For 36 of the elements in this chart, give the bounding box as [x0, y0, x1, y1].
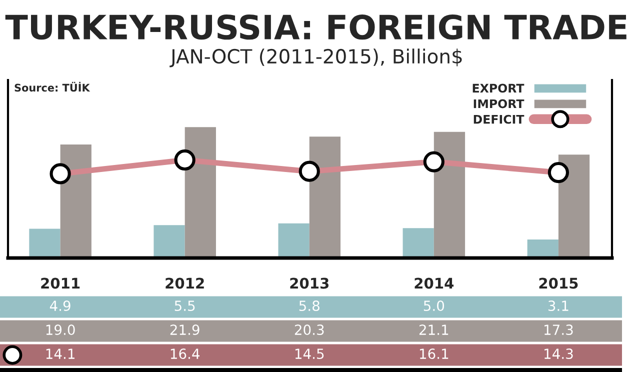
- data-label: 20.3: [294, 324, 324, 336]
- data-label: 14.1: [46, 348, 74, 359]
- data-label: 16.4: [170, 348, 200, 360]
- data-label: 14.3: [544, 348, 573, 360]
- data-label: 21.9: [170, 324, 200, 336]
- legend-label: EXPORT: [472, 84, 524, 93]
- bar: [154, 225, 185, 258]
- data-label: 5.0: [424, 300, 444, 312]
- bar: [184, 127, 216, 258]
- x-tick-label: 2013: [290, 278, 329, 289]
- source-note: Source: TÜİK: [14, 82, 90, 92]
- bar: [558, 154, 590, 258]
- data-label: 17.3: [544, 324, 573, 336]
- bar: [402, 228, 434, 258]
- x-tick-label: 2011: [41, 278, 80, 289]
- data-label: 14.5: [295, 348, 324, 360]
- data-label: 4.9: [50, 300, 70, 312]
- data-label: 21.1: [419, 324, 448, 335]
- chart-subtitle: JAN-OCT (2011-2015), Billion$: [170, 48, 462, 68]
- x-tick-label: 2015: [539, 278, 578, 289]
- bar: [60, 144, 92, 258]
- x-tick-label: 2014: [414, 278, 454, 289]
- data-label: 5.8: [299, 300, 320, 312]
- x-tick-label: 2012: [166, 278, 204, 289]
- data-label: 19.0: [46, 324, 75, 336]
- data-label: 3.1: [548, 300, 568, 312]
- chart-title: TURKEY-RUSSIA: FOREIGN TRADE: [5, 14, 626, 40]
- bar: [309, 136, 341, 258]
- bar: [278, 223, 310, 258]
- legend-label: DEFICIT: [474, 114, 524, 124]
- legend-label: IMPORT: [474, 99, 524, 108]
- data-label: 16.1: [420, 348, 448, 360]
- data-label: 5.5: [174, 300, 195, 312]
- bar: [434, 132, 466, 258]
- bar: [527, 239, 558, 258]
- bar: [29, 228, 60, 258]
